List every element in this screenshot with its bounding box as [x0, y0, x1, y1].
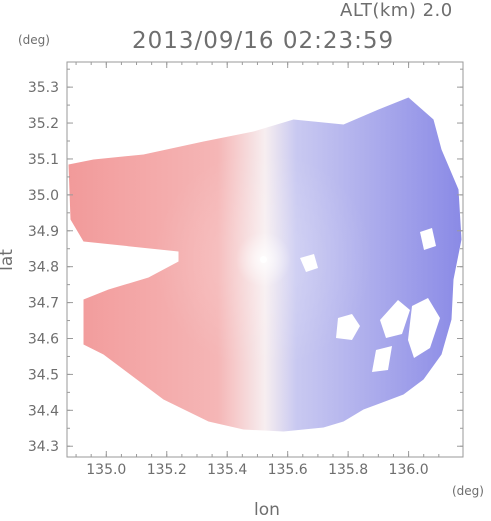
- plot-frame: [66, 61, 464, 458]
- x-tick-label: 135.8: [328, 462, 368, 478]
- chart-title: 2013/09/16 02:23:59: [132, 28, 395, 54]
- x-tick-label: 136.0: [389, 462, 429, 478]
- no-echo-gap: [408, 298, 440, 358]
- x-axis-label: lon: [254, 500, 280, 520]
- x-tick-label: 135.6: [268, 462, 308, 478]
- y-tick-label: 34.3: [28, 439, 59, 455]
- radar-site-marker: [259, 256, 267, 263]
- axes: 135.0 135.2 135.4 135.6 135.8 136.0 34.3 34.4 34…: [28, 61, 464, 478]
- y-tick-label: 34.6: [28, 332, 59, 348]
- y-tick-label: 35.2: [28, 116, 59, 132]
- y-tick-label: 34.9: [28, 224, 59, 240]
- no-echo-gap: [336, 314, 360, 340]
- y-tick-label: 34.4: [28, 403, 59, 419]
- no-echo-gap: [420, 228, 436, 250]
- plot-area: [68, 97, 462, 432]
- y-tick-label: 35.0: [28, 188, 59, 204]
- x-tick-label: 135.0: [86, 462, 126, 478]
- y-tick-label: 34.5: [28, 367, 59, 383]
- x-tick-label: 135.2: [147, 462, 187, 478]
- y-tick-label: 35.1: [28, 152, 59, 168]
- y-tick-label: 34.7: [28, 296, 59, 312]
- y-tick-label: 35.3: [28, 80, 59, 96]
- no-echo-gap: [300, 254, 318, 272]
- y-units-label: (deg): [18, 33, 50, 47]
- echo-layer: [68, 97, 462, 432]
- altitude-label: ALT(km) 2.0: [340, 0, 453, 21]
- no-echo-gap: [380, 300, 410, 338]
- x-tick-label: 135.4: [207, 462, 247, 478]
- x-units-label: (deg): [452, 484, 484, 498]
- y-tick-label: 34.8: [28, 260, 59, 276]
- no-echo-gap: [372, 346, 392, 372]
